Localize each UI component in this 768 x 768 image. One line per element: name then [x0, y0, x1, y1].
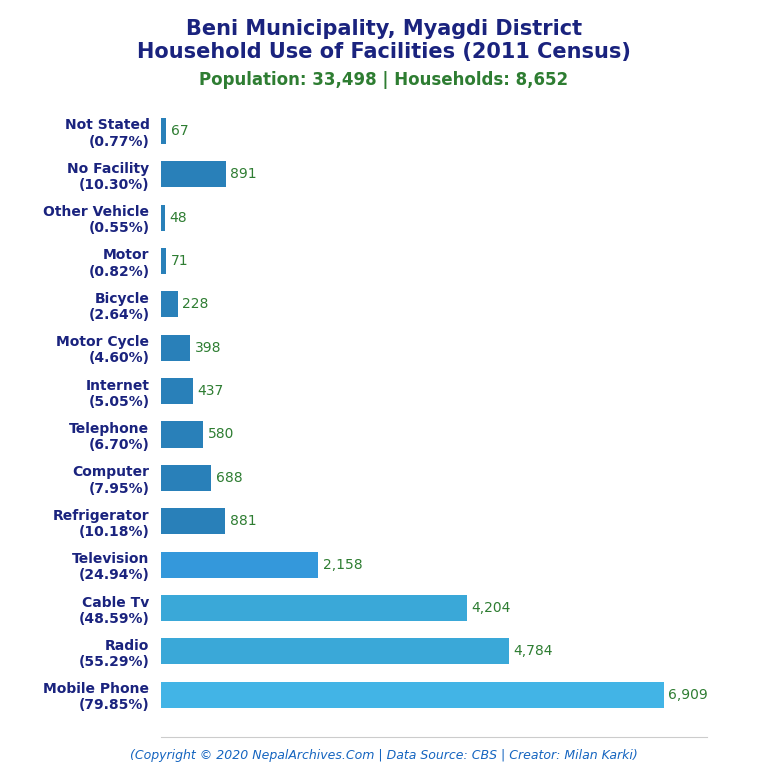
Text: 4,204: 4,204	[472, 601, 511, 615]
Bar	[161, 638, 509, 664]
Bar	[161, 204, 165, 230]
Text: 228: 228	[182, 297, 209, 311]
Bar	[161, 118, 166, 144]
Bar	[161, 378, 193, 404]
Text: 688: 688	[216, 471, 242, 485]
Bar	[161, 595, 467, 621]
Text: 48: 48	[169, 210, 187, 224]
Text: 67: 67	[170, 124, 188, 137]
Text: 580: 580	[208, 428, 234, 442]
Bar	[161, 335, 190, 361]
Bar	[161, 551, 318, 578]
Text: Beni Municipality, Myagdi District: Beni Municipality, Myagdi District	[186, 19, 582, 39]
Bar	[161, 161, 226, 187]
Text: 398: 398	[194, 341, 221, 355]
Bar	[161, 465, 211, 491]
Text: 71: 71	[170, 254, 188, 268]
Bar	[161, 422, 204, 448]
Text: 4,784: 4,784	[514, 644, 553, 658]
Text: Household Use of Facilities (2011 Census): Household Use of Facilities (2011 Census…	[137, 42, 631, 62]
Bar	[161, 508, 225, 535]
Text: 891: 891	[230, 167, 257, 181]
Text: 437: 437	[197, 384, 223, 398]
Bar	[161, 682, 664, 708]
Bar	[161, 248, 167, 274]
Text: 6,909: 6,909	[668, 688, 707, 702]
Text: 881: 881	[230, 515, 257, 528]
Text: (Copyright © 2020 NepalArchives.Com | Data Source: CBS | Creator: Milan Karki): (Copyright © 2020 NepalArchives.Com | Da…	[130, 749, 638, 762]
Bar	[161, 291, 178, 317]
Text: Population: 33,498 | Households: 8,652: Population: 33,498 | Households: 8,652	[200, 71, 568, 88]
Text: 2,158: 2,158	[323, 558, 362, 571]
